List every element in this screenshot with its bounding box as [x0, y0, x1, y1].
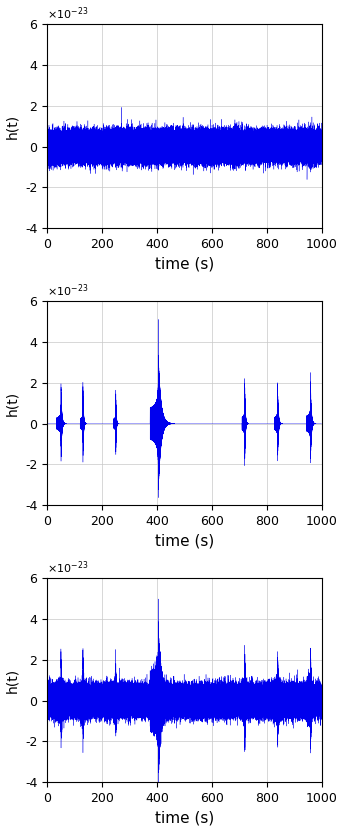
Text: $\times10^{-23}$: $\times10^{-23}$	[47, 559, 88, 576]
Y-axis label: h(t): h(t)	[5, 391, 20, 416]
Y-axis label: h(t): h(t)	[5, 667, 20, 693]
X-axis label: time (s): time (s)	[155, 810, 214, 825]
X-axis label: time (s): time (s)	[155, 257, 214, 272]
X-axis label: time (s): time (s)	[155, 534, 214, 548]
Y-axis label: h(t): h(t)	[5, 114, 20, 139]
Text: $\times10^{-23}$: $\times10^{-23}$	[47, 283, 88, 299]
Text: $\times10^{-23}$: $\times10^{-23}$	[47, 5, 88, 22]
